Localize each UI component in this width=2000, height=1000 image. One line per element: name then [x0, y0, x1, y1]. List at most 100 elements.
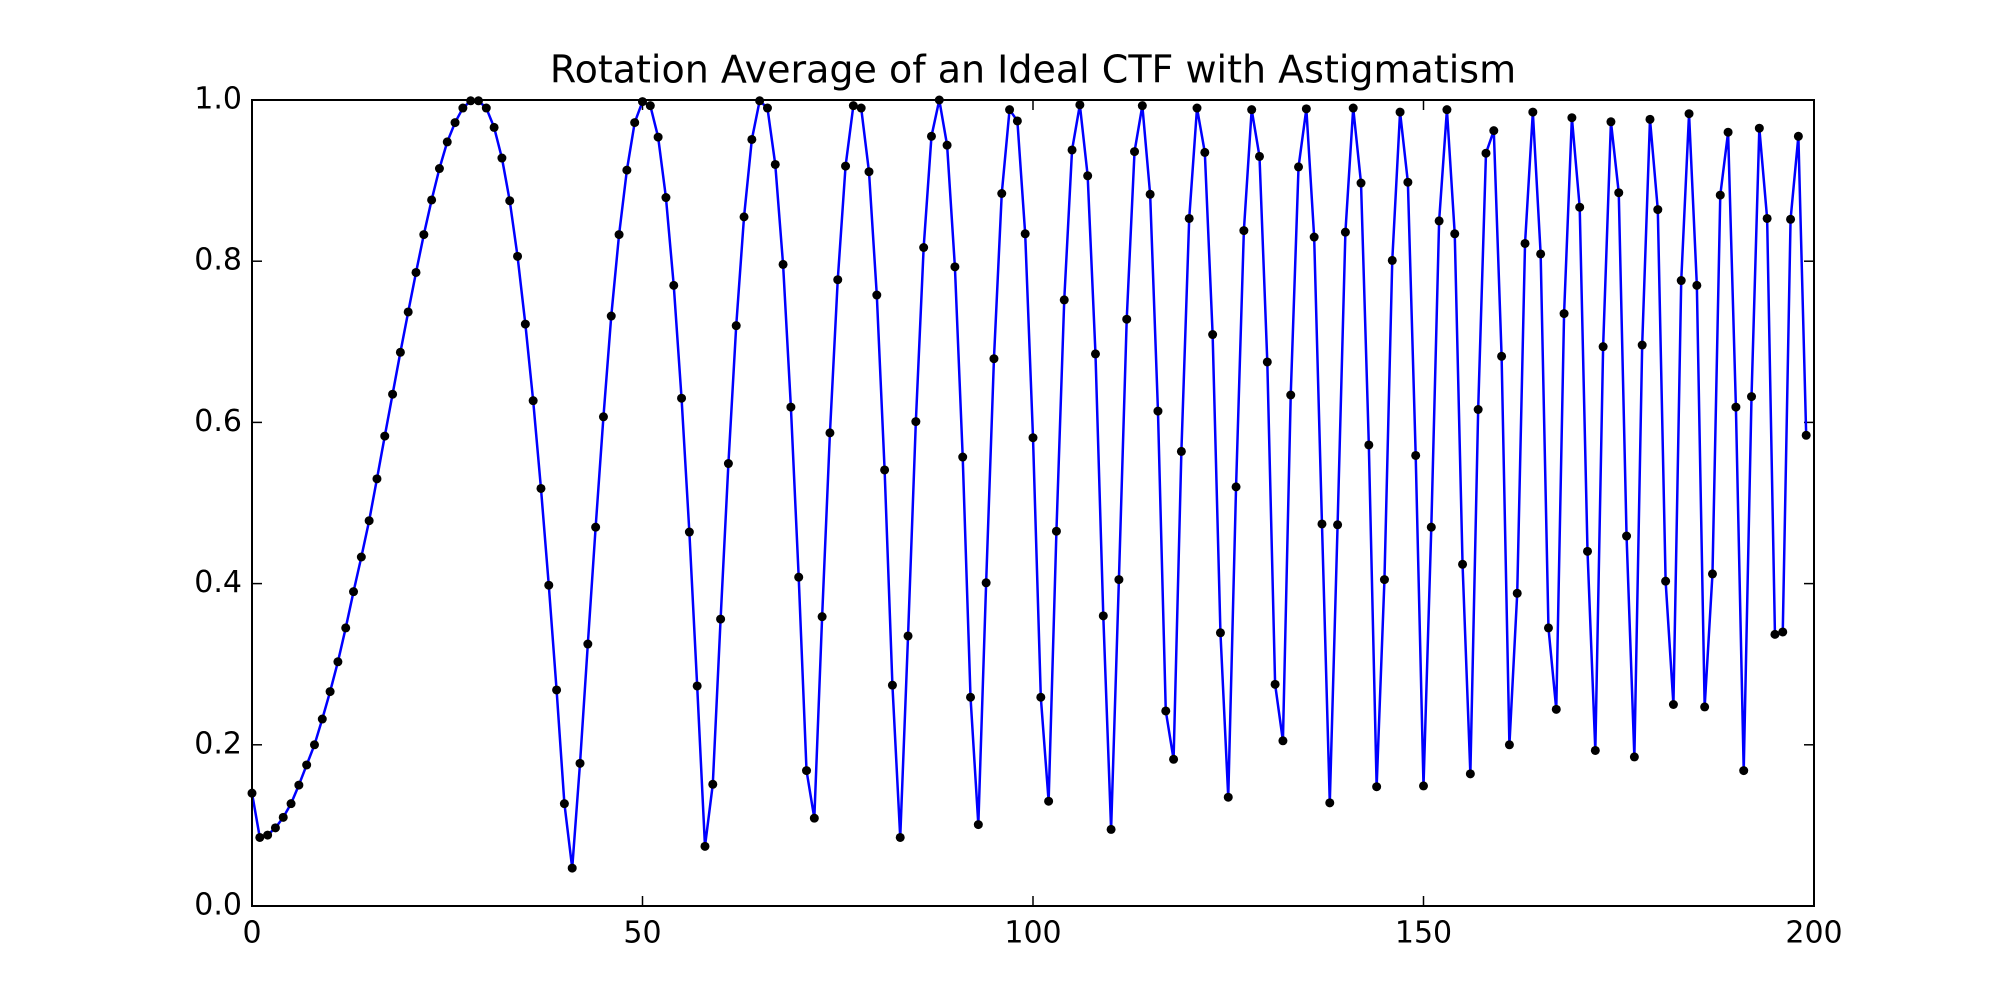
data-point	[270, 823, 280, 833]
data-point	[1583, 546, 1593, 556]
data-point	[1247, 105, 1257, 115]
data-point	[973, 820, 983, 830]
y-tick-label: 0.8	[194, 243, 242, 278]
data-point	[958, 452, 968, 462]
data-point	[278, 812, 288, 822]
data-point	[591, 522, 601, 532]
data-point	[1301, 104, 1311, 114]
data-point	[1676, 276, 1686, 286]
plot-frame	[251, 99, 1815, 907]
data-point	[1239, 226, 1249, 236]
data-point	[1294, 162, 1304, 172]
data-point	[700, 841, 710, 851]
data-point	[458, 103, 468, 113]
data-point	[1153, 406, 1163, 416]
data-point	[1653, 205, 1663, 215]
data-point	[1317, 519, 1327, 529]
data-point	[817, 612, 827, 622]
data-point	[1793, 131, 1803, 141]
data-point	[778, 259, 788, 269]
data-point	[645, 101, 655, 111]
data-point	[434, 164, 444, 174]
data-point	[677, 393, 687, 403]
data-point	[544, 580, 554, 590]
data-point	[1028, 433, 1038, 443]
data-point	[950, 262, 960, 272]
data-point	[1309, 232, 1319, 242]
data-point	[809, 813, 819, 823]
data-point	[1458, 559, 1468, 569]
data-point	[880, 465, 890, 475]
data-point	[403, 307, 413, 317]
data-point	[1286, 390, 1296, 400]
data-point	[1223, 792, 1233, 802]
data-point	[1403, 177, 1413, 187]
data-point	[661, 193, 671, 203]
data-point	[872, 290, 882, 300]
data-point	[1528, 107, 1538, 117]
data-point	[1262, 357, 1272, 367]
data-point	[1575, 202, 1585, 212]
data-point	[1778, 627, 1788, 637]
data-point	[966, 692, 976, 702]
data-point	[1130, 147, 1140, 157]
data-point	[1067, 145, 1077, 155]
data-point	[1364, 440, 1374, 450]
data-point	[1551, 704, 1561, 714]
data-point	[1419, 781, 1428, 791]
y-tick-label: 0.4	[194, 565, 242, 600]
data-point	[1333, 520, 1343, 530]
data-point	[1543, 623, 1553, 633]
data-point	[708, 779, 718, 789]
data-point	[1739, 766, 1749, 776]
y-tick-label: 1.0	[194, 82, 242, 117]
data-point	[1684, 109, 1694, 119]
x-tick-label: 0	[242, 916, 261, 951]
data-point	[1051, 526, 1061, 536]
data-point	[841, 161, 851, 171]
data-point	[1161, 706, 1171, 716]
data-point	[1145, 189, 1155, 199]
data-point	[1668, 700, 1678, 709]
data-point	[1559, 309, 1569, 319]
data-point	[1590, 745, 1600, 755]
data-point	[1387, 255, 1397, 265]
data-point	[505, 196, 515, 206]
data-point	[770, 159, 780, 169]
data-point	[942, 140, 952, 150]
data-point	[692, 681, 702, 691]
data-point	[981, 578, 991, 588]
data-point	[669, 280, 679, 290]
data-point	[317, 714, 327, 724]
data-point	[364, 516, 374, 526]
data-point	[1169, 754, 1179, 764]
data-point	[1622, 531, 1632, 541]
data-point	[536, 483, 546, 493]
data-point	[419, 230, 429, 240]
data-point	[794, 572, 804, 582]
data-point	[528, 396, 538, 406]
data-point	[489, 122, 499, 132]
data-point	[1215, 628, 1225, 638]
data-point	[1707, 569, 1717, 579]
data-point	[747, 134, 757, 144]
data-point	[372, 474, 382, 484]
data-point	[1254, 151, 1264, 161]
data-point	[848, 101, 858, 111]
data-point	[356, 552, 366, 562]
data-point	[309, 740, 319, 750]
data-point	[1184, 213, 1194, 223]
data-point	[638, 97, 647, 107]
data-point	[825, 428, 835, 438]
data-point	[716, 614, 726, 624]
x-tick-label: 50	[623, 916, 661, 951]
data-point	[1786, 214, 1796, 224]
data-point	[1114, 575, 1124, 585]
data-point	[1450, 229, 1460, 239]
data-point	[614, 230, 624, 240]
data-point	[1325, 798, 1335, 808]
data-point	[1192, 103, 1202, 113]
data-point	[481, 103, 491, 113]
data-point	[731, 321, 741, 331]
data-point	[606, 311, 616, 321]
